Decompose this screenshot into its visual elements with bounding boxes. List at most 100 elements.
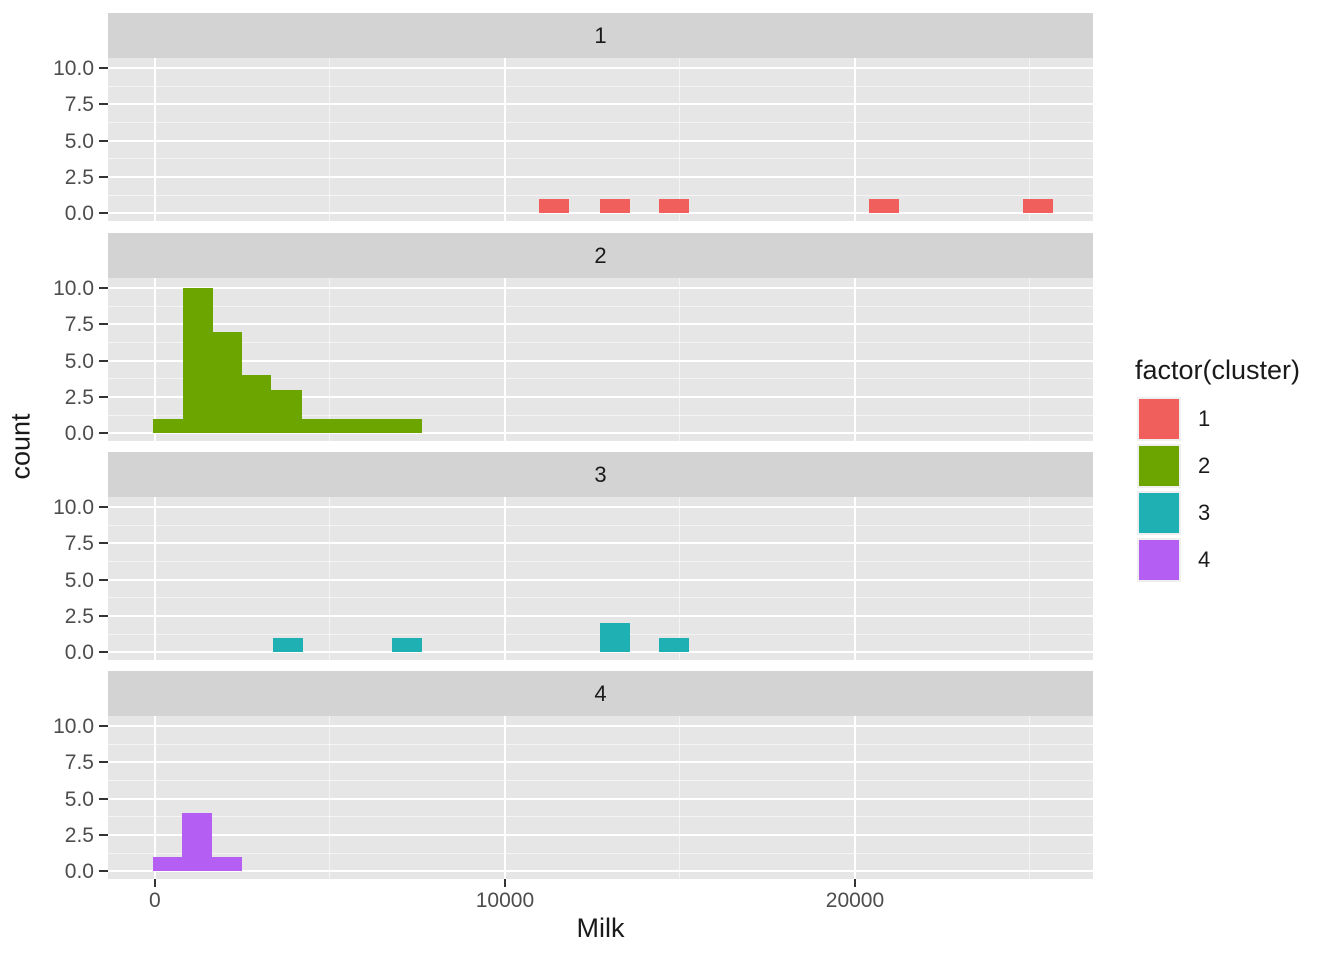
y-axis-title: count: [5, 413, 36, 480]
y-tick-mark: [99, 506, 108, 509]
gridline-minor-x: [329, 278, 331, 441]
legend-swatch-cluster-1: [1139, 399, 1179, 439]
y-tick-label: 10.0: [53, 57, 94, 81]
gridline-major-y: [108, 797, 1093, 800]
legend-label: 2: [1198, 453, 1211, 478]
y-tick-label: 0.0: [64, 202, 94, 226]
y-tick-mark: [99, 834, 108, 837]
y-tick-label: 7.5: [64, 93, 94, 117]
y-tick-label: 10.0: [53, 715, 94, 739]
y-tick-label: 7.5: [64, 313, 94, 337]
gridline-minor-y: [108, 342, 1093, 344]
histogram-bar-cluster-1: [599, 198, 630, 214]
x-tick-mark: [853, 879, 856, 887]
gridline-minor-y: [108, 780, 1093, 782]
legend-title: factor(cluster): [1135, 355, 1301, 385]
gridline-major-y: [108, 834, 1093, 837]
y-tick-mark: [99, 761, 108, 764]
histogram-bar-cluster-3: [391, 637, 422, 653]
histogram-bar-cluster-1: [868, 198, 900, 214]
histogram-bar-cluster-3: [272, 637, 303, 653]
y-tick-label: 5.0: [64, 349, 94, 373]
legend-key: [1137, 491, 1181, 535]
histogram-bar-cluster-2: [152, 418, 183, 434]
gridline-major-x: [853, 278, 856, 441]
gridline-minor-x: [329, 58, 331, 221]
gridline-minor-x: [329, 716, 331, 879]
legend-label: 3: [1198, 500, 1211, 525]
gridline-major-y: [108, 651, 1093, 654]
histogram-bar-cluster-2: [270, 389, 302, 434]
y-tick-label: 7.5: [64, 532, 94, 556]
gridline-major-x: [153, 58, 156, 221]
x-tick-label: 20000: [825, 889, 885, 912]
legend-key: [1137, 538, 1181, 582]
gridline-major-y: [108, 287, 1093, 290]
x-tick-label: 0: [149, 889, 161, 912]
y-tick-label: 2.5: [64, 824, 94, 848]
facet-panel-1: [108, 58, 1093, 221]
gridline-major-y: [108, 396, 1093, 399]
x-axis-title: Milk: [576, 913, 625, 943]
y-tick-mark: [99, 396, 108, 399]
facet-strip-label: 4: [594, 680, 607, 706]
gridline-minor-y: [108, 158, 1093, 160]
y-tick-mark: [99, 432, 108, 435]
histogram-bar-cluster-3: [599, 623, 630, 653]
gridline-minor-y: [108, 852, 1093, 854]
gridline-major-x: [503, 716, 506, 879]
gridline-minor-x: [679, 716, 681, 879]
gridline-major-x: [853, 497, 856, 660]
gridline-minor-y: [108, 194, 1093, 196]
gridline-major-x: [153, 278, 156, 441]
gridline-major-y: [108, 103, 1093, 106]
y-tick-label: 10.0: [53, 277, 94, 301]
y-tick-mark: [99, 725, 108, 728]
y-tick-label: 7.5: [64, 751, 94, 775]
histogram-bar-cluster-2: [213, 331, 242, 434]
y-tick-mark: [99, 139, 108, 142]
histogram-bar-cluster-2: [301, 418, 422, 434]
gridline-major-y: [108, 359, 1093, 362]
gridline-major-y: [108, 212, 1093, 215]
gridline-major-y: [108, 761, 1093, 764]
y-tick-label: 0.0: [64, 860, 94, 884]
gridline-major-x: [503, 278, 506, 441]
gridline-minor-x: [679, 58, 681, 221]
facet-panel-4: [108, 716, 1093, 879]
y-tick-mark: [99, 287, 108, 290]
y-tick-label: 5.0: [64, 787, 94, 811]
gridline-major-y: [108, 139, 1093, 142]
gridline-minor-x: [679, 497, 681, 660]
legend-label: 4: [1198, 547, 1211, 572]
facet-strip-label: 2: [594, 242, 607, 268]
y-tick-mark: [99, 651, 108, 654]
legend-item-4: 4: [1137, 538, 1210, 582]
y-tick-mark: [99, 542, 108, 545]
facet-strip-label: 3: [594, 461, 607, 487]
gridline-major-x: [853, 716, 856, 879]
y-tick-mark: [99, 103, 108, 106]
facet-strip-1: 1: [108, 13, 1093, 58]
gridline-minor-y: [108, 816, 1093, 818]
legend-key: [1137, 397, 1181, 441]
gridline-minor-y: [108, 122, 1093, 124]
y-tick-mark: [99, 323, 108, 326]
y-tick-mark: [99, 870, 108, 873]
legend-swatch-cluster-3: [1139, 493, 1179, 533]
facet-strip-4: 4: [108, 671, 1093, 716]
gridline-minor-x: [1029, 58, 1031, 221]
y-tick-label: 0.0: [64, 422, 94, 446]
gridline-major-y: [108, 67, 1093, 70]
gridline-minor-y: [108, 743, 1093, 745]
gridline-major-x: [503, 58, 506, 221]
y-tick-mark: [99, 797, 108, 800]
gridline-major-y: [108, 432, 1093, 435]
y-tick-label: 5.0: [64, 568, 94, 592]
legend-swatch-cluster-2: [1139, 446, 1179, 486]
x-tick-mark: [153, 879, 156, 887]
histogram-bar-cluster-1: [658, 198, 690, 214]
histogram-bar-cluster-1: [539, 198, 570, 214]
gridline-major-y: [108, 615, 1093, 618]
gridline-minor-y: [108, 561, 1093, 563]
